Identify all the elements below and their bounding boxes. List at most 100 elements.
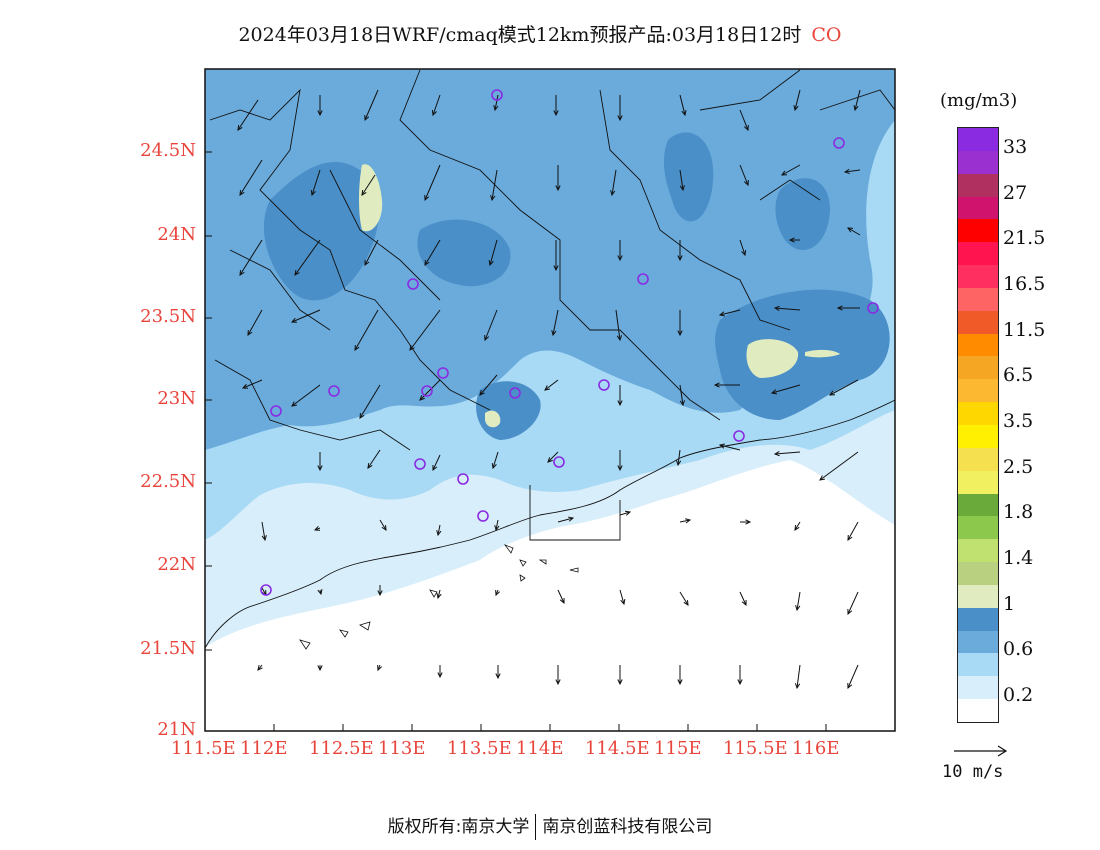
colorbar-segment: [958, 516, 998, 540]
wind-vector: [551, 309, 559, 337]
wind-vector: [555, 665, 561, 686]
wind-vector: [617, 385, 623, 407]
colorbar-segment: [958, 173, 998, 197]
station-marker: [637, 273, 649, 285]
station-markers: [260, 89, 879, 596]
colorbar-label: 6.5: [1003, 364, 1034, 387]
wind-vector: [617, 240, 623, 262]
colorbar-segment: [958, 150, 998, 174]
station-marker: [328, 385, 340, 397]
lon-tick-label: 114E: [516, 738, 564, 759]
station-marker: [553, 456, 565, 468]
wind-vector: [718, 309, 741, 317]
map-fill: [205, 69, 895, 731]
station-marker: [260, 584, 272, 596]
colorbar-label: 11.5: [1003, 318, 1046, 341]
wind-vector: [493, 94, 499, 112]
wind-vector: [310, 169, 321, 197]
wind-vector: [424, 164, 441, 202]
wind-vector: [619, 510, 632, 516]
colorbar-segment: [958, 493, 998, 517]
colorbar-label: 2.5: [1003, 455, 1034, 478]
colorbar-segment: [958, 333, 998, 357]
colorbar-segment: [958, 676, 998, 700]
lon-tick-label: 114.5E: [585, 738, 650, 759]
wind-vector: [432, 454, 441, 472]
lon-tick-label: 115.5E: [723, 738, 788, 759]
wind-vector: [615, 309, 623, 342]
wind-vector: [495, 589, 501, 597]
wind-vector: [317, 665, 323, 672]
wind-vector: [773, 305, 801, 311]
wind-vector: [484, 309, 498, 342]
colorbar-segment: [958, 242, 998, 266]
colorbar-segment: [958, 128, 998, 151]
wind-vector: [739, 109, 749, 132]
wind-vector: [819, 451, 859, 481]
colorbar-segment: [958, 447, 998, 471]
wind-vector: [675, 449, 682, 467]
wind-vector: [261, 521, 267, 542]
wind-vector: [617, 665, 623, 686]
station-marker: [833, 137, 845, 149]
wind-vector: [239, 159, 263, 196]
colorbar-segment: [958, 265, 998, 288]
station-marker: [491, 89, 503, 101]
station-marker: [414, 458, 426, 470]
wind-vector: [317, 95, 323, 117]
wind-vector: [557, 516, 575, 523]
wind-vector: [794, 664, 801, 690]
wind-vector: [679, 169, 685, 192]
colorbar-segment: [958, 424, 998, 448]
colorbar-segment: [958, 584, 998, 608]
wind-vector: [495, 665, 501, 680]
wind-vector: [677, 665, 683, 686]
wind-vector: [739, 239, 747, 257]
wind-vector: [557, 589, 565, 605]
wind-vector: [553, 95, 559, 117]
wind-vector: [547, 451, 559, 463]
colorbar-segment: [958, 562, 998, 585]
station-marker: [477, 510, 489, 522]
wind-vector: [409, 309, 441, 351]
legend-unit: (mg/m3): [940, 90, 1018, 111]
wind-vector: [555, 165, 561, 192]
colorbar-label: 16.5: [1003, 272, 1046, 295]
colorbar-label: 21.5: [1003, 227, 1046, 250]
wind-vector: [291, 384, 321, 407]
wind-vector: [479, 374, 498, 396]
footer-separator: [535, 814, 537, 840]
wind-vector: [490, 169, 498, 202]
wind-vector: [488, 239, 498, 267]
wind-vector: [847, 664, 859, 690]
lon-tick-label: 112E: [240, 738, 288, 759]
wind-vector: [553, 240, 559, 272]
wind-vector: [847, 521, 859, 542]
wind-vector: [679, 94, 687, 117]
wind-vector: [794, 521, 801, 531]
wind-vector: [843, 168, 861, 175]
station-marker: [421, 385, 433, 397]
wind-vector: [237, 99, 259, 131]
lat-tick-label: 23N: [157, 388, 196, 409]
wind-vector: [317, 452, 323, 472]
wind-vector: [847, 227, 861, 236]
wind-vector: [677, 310, 683, 337]
colorbar-segment: [958, 356, 998, 380]
footer-right: 南京创蓝科技有限公司: [542, 817, 713, 837]
wind-vector: [361, 174, 376, 196]
footer-credit: 版权所有:南京大学 南京创蓝科技有限公司: [0, 812, 1100, 840]
station-marker: [733, 430, 745, 442]
colorbar-segment: [958, 379, 998, 403]
colorbar-label: 1: [1003, 592, 1016, 615]
colorbar-label: 27: [1003, 181, 1028, 204]
wind-vector: [739, 164, 749, 187]
wind-vector: [367, 449, 381, 469]
station-marker: [270, 405, 282, 417]
wind-vector: [377, 664, 383, 672]
colorbar-segment: [958, 607, 998, 631]
wind-vector: [241, 379, 263, 389]
colorbar-label: 0.2: [1003, 684, 1034, 707]
lat-tick-label: 24.5N: [140, 140, 196, 161]
colorbar-segment: [958, 699, 998, 722]
